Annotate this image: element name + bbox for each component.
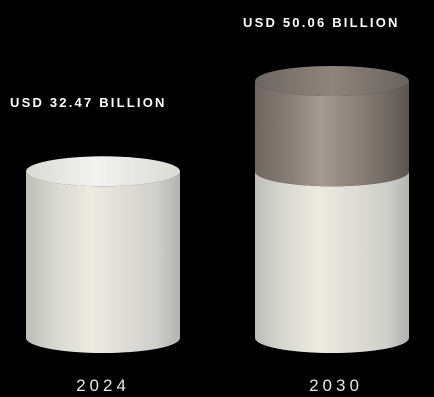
value-label-2024: USD 32.47 BILLION: [10, 95, 167, 110]
value-label-2030: USD 50.06 BILLION: [243, 15, 400, 30]
year-label-2024: 2024: [76, 376, 130, 395]
cylinder-2030-growth-segment: [255, 81, 409, 187]
cylinder-2024: [26, 156, 180, 353]
year-label-2030: 2030: [309, 376, 363, 395]
cylinder-2024-body: [26, 171, 180, 353]
cylinder-2024-top: [26, 156, 180, 187]
cylinder-2030-base-body: [255, 171, 409, 353]
cylinder-2030-top: [255, 66, 409, 96]
cylinder-2030: [255, 66, 409, 353]
